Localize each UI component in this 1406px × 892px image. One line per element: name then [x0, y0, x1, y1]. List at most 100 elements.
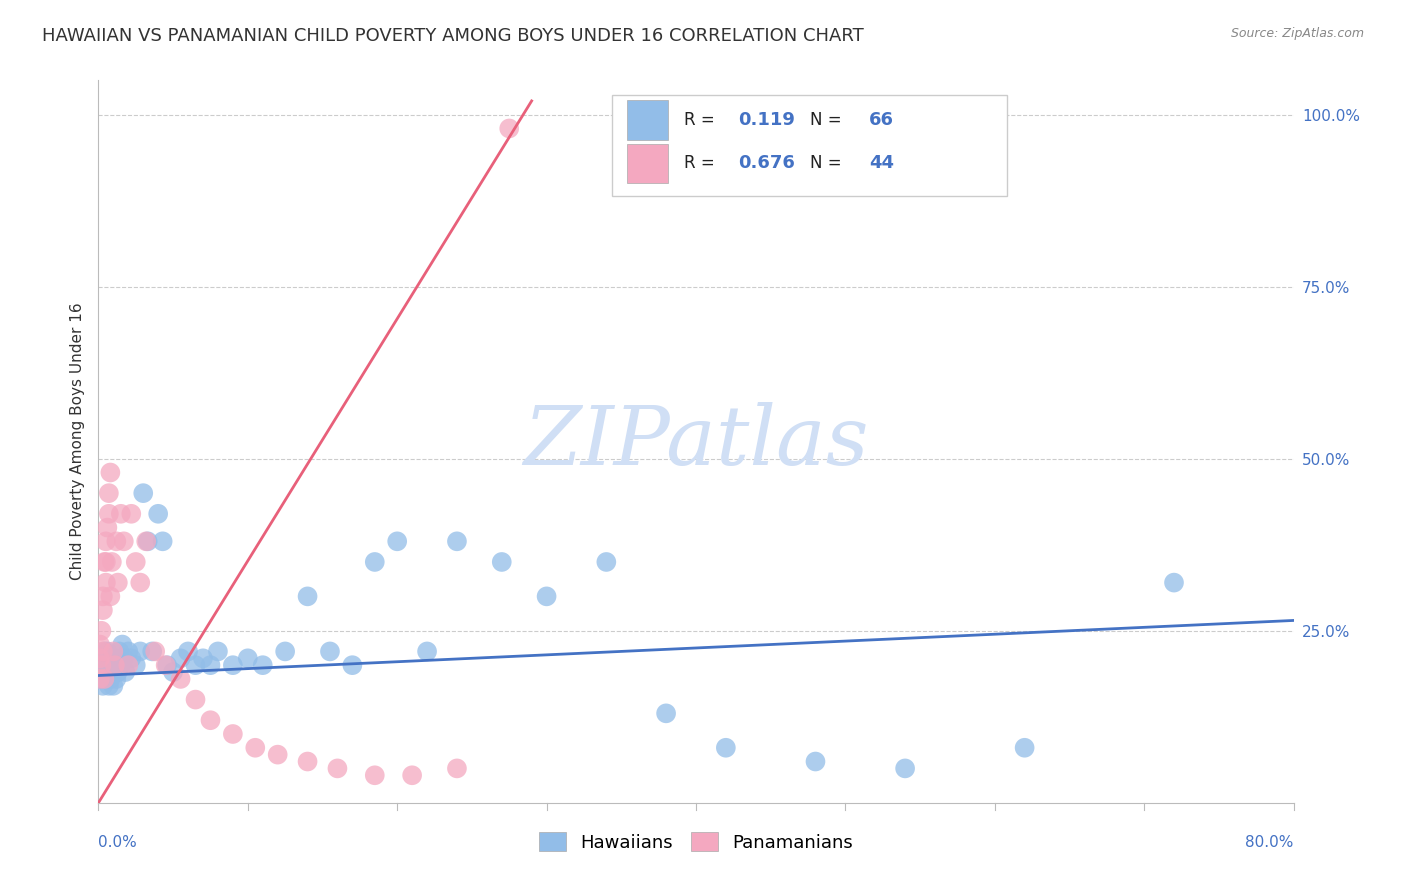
Point: [112, 651, 135, 665]
Point: [129, 644, 152, 658]
Point: [112, 534, 135, 549]
Point: [120, 651, 142, 665]
Point: [245, 740, 267, 755]
Point: [97, 486, 120, 500]
Point: [93, 555, 115, 569]
Point: [93, 672, 115, 686]
Point: [169, 651, 191, 665]
Point: [162, 665, 184, 679]
Point: [120, 507, 142, 521]
Point: [222, 658, 245, 673]
Text: Source: ZipAtlas.com: Source: ZipAtlas.com: [1230, 27, 1364, 40]
Point: [96, 672, 118, 686]
Point: [536, 590, 558, 604]
Point: [125, 555, 148, 569]
Point: [152, 534, 174, 549]
Point: [326, 761, 349, 775]
Point: [297, 590, 319, 604]
Text: 66: 66: [869, 111, 894, 129]
Point: [90, 672, 112, 686]
Point: [446, 534, 468, 549]
Text: HAWAIIAN VS PANAMANIAN CHILD POVERTY AMONG BOYS UNDER 16 CORRELATION CHART: HAWAIIAN VS PANAMANIAN CHILD POVERTY AMO…: [42, 27, 863, 45]
Text: 0.119: 0.119: [738, 111, 794, 129]
FancyBboxPatch shape: [627, 144, 668, 183]
Point: [105, 534, 128, 549]
Point: [364, 768, 387, 782]
Point: [169, 672, 191, 686]
FancyBboxPatch shape: [627, 100, 668, 140]
Point: [274, 644, 297, 658]
Point: [143, 644, 166, 658]
Point: [105, 672, 128, 686]
Point: [117, 658, 139, 673]
Point: [184, 658, 207, 673]
Point: [222, 727, 245, 741]
Point: [894, 761, 917, 775]
Point: [103, 679, 125, 693]
Point: [156, 658, 179, 673]
Point: [96, 520, 118, 534]
Point: [104, 651, 127, 665]
Point: [89, 638, 111, 652]
Point: [104, 658, 127, 673]
Point: [94, 665, 117, 679]
Point: [200, 713, 222, 727]
Point: [97, 665, 120, 679]
Point: [94, 658, 117, 673]
Point: [110, 507, 132, 521]
Point: [110, 658, 132, 673]
Point: [207, 644, 229, 658]
Point: [155, 658, 177, 673]
Point: [595, 555, 617, 569]
Point: [93, 672, 115, 686]
Point: [94, 575, 117, 590]
Point: [319, 644, 342, 658]
Point: [498, 121, 520, 136]
Text: ZIPatlas: ZIPatlas: [523, 401, 869, 482]
Point: [416, 644, 439, 658]
Point: [93, 644, 115, 658]
Point: [714, 740, 737, 755]
Point: [90, 658, 112, 673]
Point: [89, 672, 111, 686]
Point: [184, 692, 207, 706]
Point: [98, 590, 122, 604]
Point: [96, 644, 118, 658]
Point: [804, 755, 827, 769]
Point: [125, 658, 148, 673]
Point: [297, 755, 319, 769]
Point: [89, 672, 111, 686]
Point: [191, 651, 214, 665]
Point: [111, 638, 134, 652]
Point: [401, 768, 423, 782]
Point: [364, 555, 387, 569]
Text: 80.0%: 80.0%: [1246, 835, 1294, 850]
Point: [103, 665, 125, 679]
Point: [107, 575, 129, 590]
Point: [655, 706, 678, 721]
Point: [94, 534, 117, 549]
Point: [98, 651, 122, 665]
Point: [89, 658, 111, 673]
Point: [108, 644, 131, 658]
Text: N =: N =: [810, 111, 846, 129]
FancyBboxPatch shape: [613, 95, 1007, 196]
Point: [136, 534, 159, 549]
Point: [1014, 740, 1036, 755]
Point: [91, 679, 114, 693]
Y-axis label: Child Poverty Among Boys Under 16: Child Poverty Among Boys Under 16: [69, 302, 84, 581]
Point: [446, 761, 468, 775]
Point: [236, 651, 259, 665]
Point: [90, 624, 112, 638]
Point: [98, 672, 122, 686]
Point: [97, 507, 120, 521]
Point: [94, 555, 117, 569]
Text: 0.0%: 0.0%: [98, 835, 138, 850]
Point: [91, 665, 114, 679]
Point: [91, 651, 114, 665]
Point: [101, 555, 124, 569]
Point: [90, 651, 112, 665]
Point: [91, 644, 114, 658]
Point: [89, 651, 111, 665]
Point: [491, 555, 513, 569]
